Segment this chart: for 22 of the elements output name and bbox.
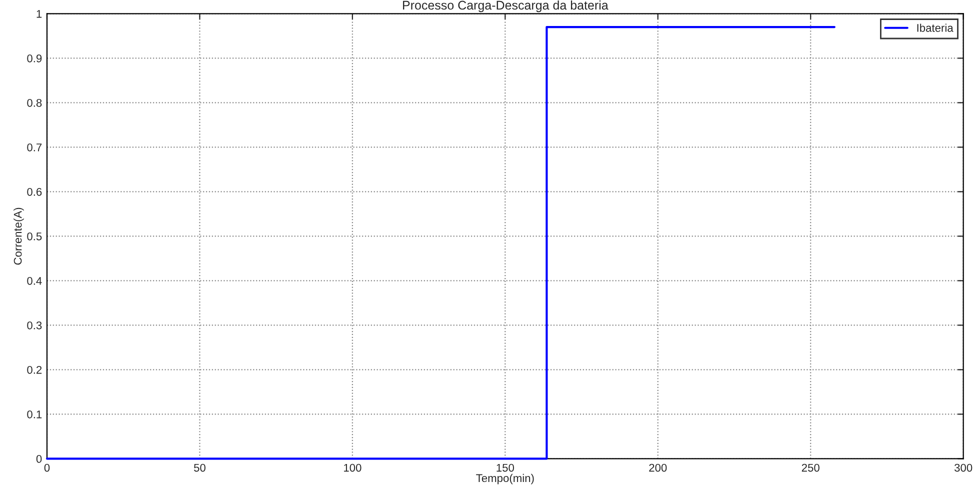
y-tick-label: 0.4 bbox=[27, 276, 42, 285]
x-axis-title: Tempo(min) bbox=[476, 474, 534, 484]
x-tick-label: 250 bbox=[802, 464, 820, 472]
y-tick-label: 0.2 bbox=[27, 366, 42, 374]
x-tick-label: 150 bbox=[496, 464, 514, 472]
x-tick-label: 100 bbox=[344, 464, 362, 472]
y-tick-label: 0.8 bbox=[27, 98, 42, 107]
y-tick-label: 1 bbox=[36, 10, 42, 18]
x-tick-label: 200 bbox=[649, 464, 667, 472]
y-tick-label: 0.7 bbox=[27, 143, 42, 152]
y-tick-label: 0 bbox=[36, 454, 42, 463]
y-tick-label: 0.6 bbox=[27, 188, 42, 196]
y-tick-label: 0.3 bbox=[27, 321, 42, 330]
x-tick-label: 0 bbox=[44, 464, 50, 472]
y-axis-title: Corrente(A) bbox=[14, 208, 24, 265]
y-tick-label: 0.1 bbox=[27, 410, 42, 418]
y-tick-label: 0.9 bbox=[27, 54, 42, 62]
y-tick-label: 0.5 bbox=[27, 232, 42, 240]
x-tick-label: 50 bbox=[194, 464, 206, 472]
legend-label: Ibateria bbox=[917, 24, 954, 32]
x-tick-label: 300 bbox=[954, 464, 972, 472]
chart-title: Processo Carga-Descarga da bateria bbox=[403, 0, 608, 12]
